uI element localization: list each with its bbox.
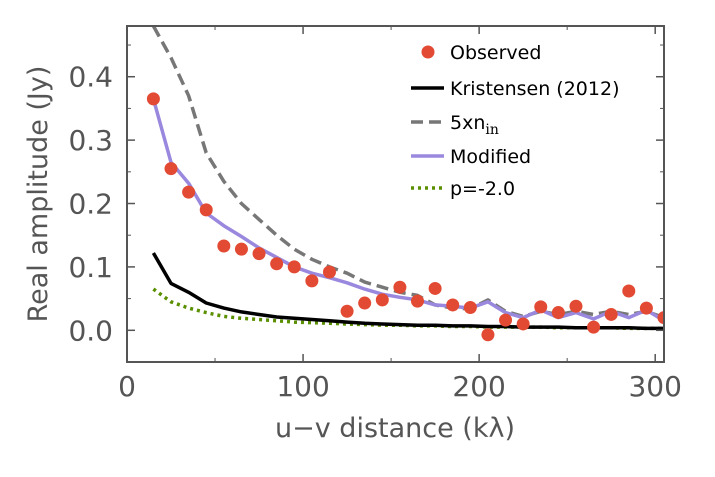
observed-point [657, 311, 664, 325]
axis-ticks: 0 100 200 300 0.0 0.1 0.2 0.3 0.4 [68, 26, 682, 403]
x-axis-label: u−v distance (kλ) [275, 413, 515, 444]
x-tick-label: 200 [452, 370, 505, 403]
legend-marker-observed [421, 45, 435, 59]
observed-point [270, 257, 284, 271]
legend: Observed Kristensen (2012) 5xnin Modified p=… [411, 42, 619, 200]
observed-point [516, 317, 530, 331]
y-tick-label: 0.1 [68, 251, 113, 284]
series-line-5xn [151, 26, 664, 320]
observed-point [499, 313, 513, 327]
x-tick-label: 100 [276, 370, 329, 403]
observed-point [358, 296, 372, 310]
legend-label-p-2-0: p=-2.0 [450, 178, 515, 200]
legend-label-5xn: 5xnin [450, 112, 499, 138]
observed-point [551, 306, 565, 320]
observed-point [199, 203, 213, 217]
observed-point [375, 293, 389, 307]
plot-frame [126, 25, 665, 363]
x-tick-label: 300 [628, 370, 681, 403]
observed-points [146, 92, 664, 342]
y-tick-label: 0.4 [68, 61, 113, 94]
observed-point [587, 320, 601, 334]
observed-point [622, 284, 636, 298]
observed-point [569, 299, 583, 313]
observed-point [182, 185, 196, 199]
plot-series [151, 26, 664, 331]
observed-point [446, 298, 460, 312]
series-line-kristensen-2012 [151, 252, 664, 331]
y-tick-label: 0.3 [68, 124, 113, 157]
y-tick-label: 0.2 [68, 188, 113, 221]
x-tick-label: 0 [118, 370, 136, 403]
observed-point [340, 304, 354, 318]
observed-point [287, 260, 301, 274]
observed-point [305, 274, 319, 288]
observed-point [393, 280, 407, 294]
observed-point [481, 328, 495, 342]
legend-label-observed: Observed [450, 42, 541, 64]
legend-label-subscript: in [485, 122, 499, 138]
observed-point [322, 265, 336, 279]
observed-point [411, 294, 425, 308]
observed-point [534, 300, 548, 314]
observed-point [428, 281, 442, 295]
observed-point [604, 307, 618, 321]
observed-point [164, 162, 178, 176]
observed-point [217, 239, 231, 253]
observed-point [252, 247, 266, 261]
observed-point [639, 301, 653, 315]
observed-point [146, 92, 160, 106]
legend-label-modified: Modified [450, 146, 531, 168]
y-axis-label: Real amplitude (Jy) [23, 66, 54, 323]
observed-point [234, 242, 248, 256]
legend-label-kristensen-2012: Kristensen (2012) [450, 78, 619, 100]
observed-point [463, 300, 477, 314]
y-tick-label: 0.0 [68, 314, 113, 347]
series-line-modified [151, 98, 664, 323]
